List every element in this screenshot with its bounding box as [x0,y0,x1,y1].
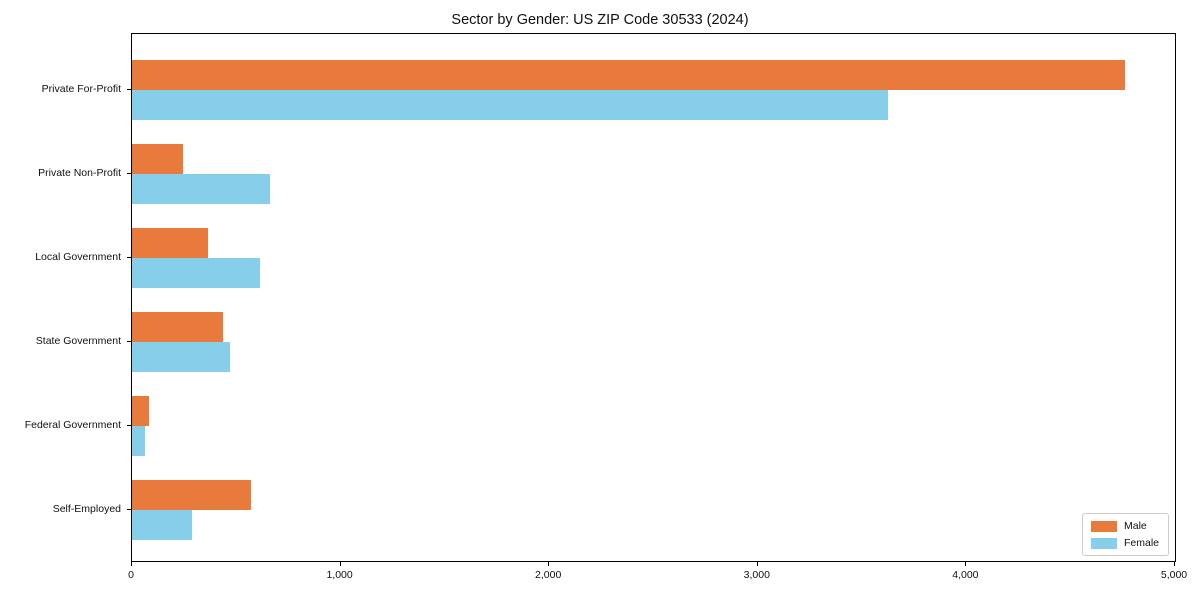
y-tick-mark [127,425,131,426]
y-tick-mark [127,89,131,90]
legend: Male Female [1081,513,1169,556]
legend-item-female: Female [1090,537,1159,549]
male-color-swatch [1090,520,1117,532]
x-tick-mark [131,562,132,566]
x-tick-label: 5,000 [1160,569,1188,581]
x-tick-label: 0 [128,569,134,581]
x-tick-label: 2,000 [535,569,562,581]
bar-male-3 [132,312,223,342]
plot-area: Male Female [131,33,1176,562]
bar-male-1 [132,144,184,174]
y-tick-mark [127,509,131,510]
bar-male-0 [132,60,1125,90]
legend-label-female: Female [1123,537,1159,549]
bar-male-2 [132,228,209,258]
bar-female-5 [132,510,193,540]
female-color-swatch [1090,537,1117,549]
legend-item-male: Male [1090,520,1159,532]
x-tick-label: 1,000 [326,569,353,581]
category-label: Private Non-Profit [38,167,121,179]
y-tick-mark [127,341,131,342]
bar-female-4 [132,426,145,456]
bar-male-5 [132,480,251,510]
x-tick-mark [548,562,550,566]
x-tick-mark [339,562,341,566]
y-tick-mark [127,173,131,174]
x-tick-mark [965,562,967,566]
chart-title: Sector by Gender: US ZIP Code 30533 (202… [451,12,749,28]
bar-female-2 [132,258,261,288]
category-label: Self-Employed [52,503,121,515]
category-label: State Government [35,335,121,347]
category-label: Local Government [35,251,121,263]
x-tick-mark [756,562,758,566]
category-label: Private For-Profit [41,83,121,95]
x-tick-label: 3,000 [743,569,770,581]
bar-male-4 [132,396,149,426]
legend-label-male: Male [1123,520,1147,532]
x-tick-mark [1174,562,1175,566]
bar-female-0 [132,90,889,120]
bar-female-3 [132,342,231,372]
category-label: Federal Government [24,419,121,431]
y-tick-mark [127,257,131,258]
bar-female-1 [132,174,270,204]
x-tick-label: 4,000 [952,569,979,581]
